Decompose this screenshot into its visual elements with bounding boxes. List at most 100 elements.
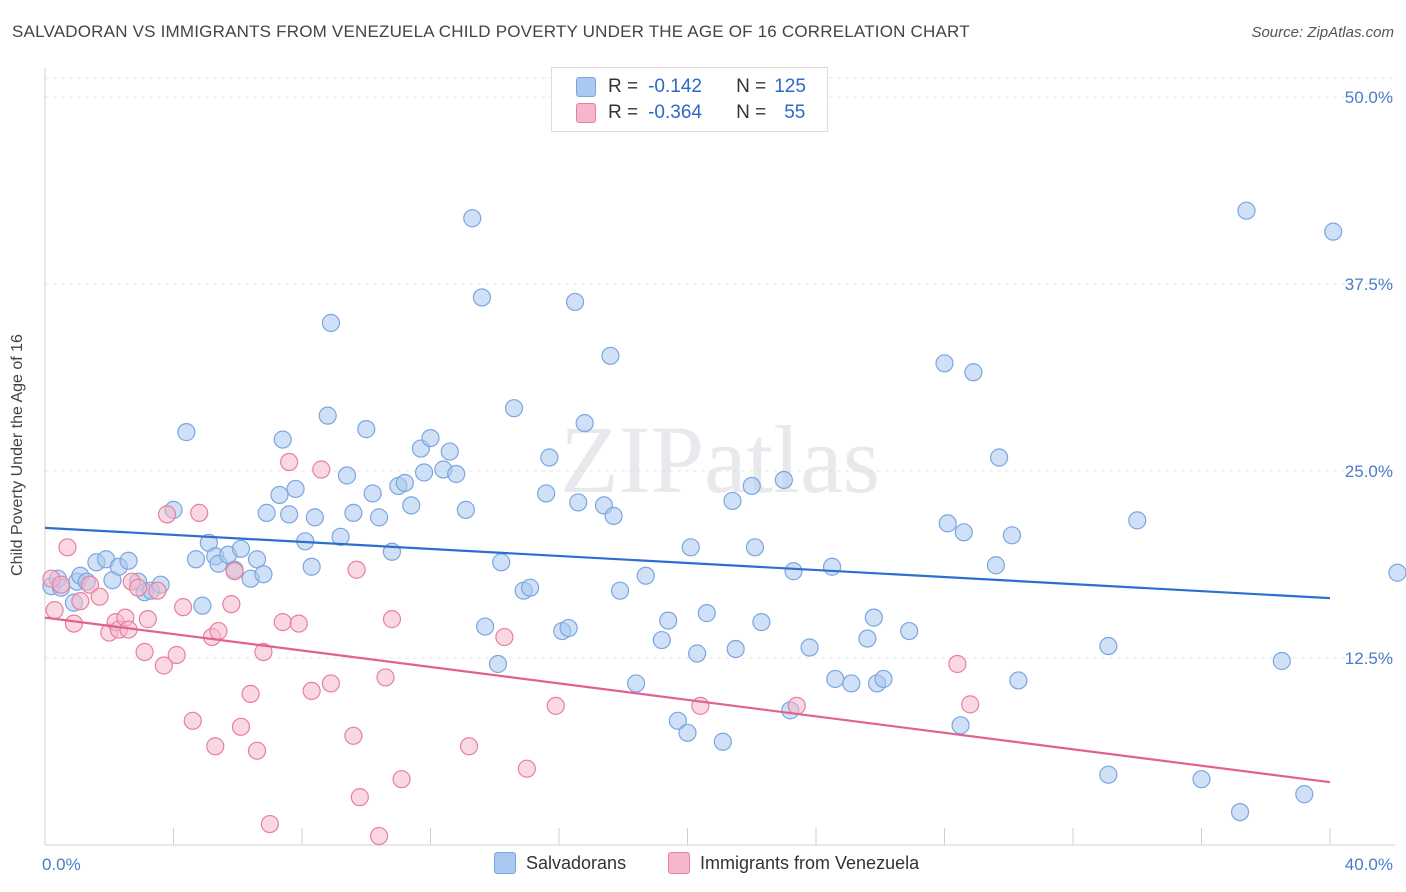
venezuela-point <box>71 592 90 611</box>
legend-label: Salvadorans <box>526 852 627 873</box>
salvadoran-point <box>1272 651 1291 671</box>
legend-swatch-blue <box>576 77 596 97</box>
chart-title: SALVADORAN VS IMMIGRANTS FROM VENEZUELA … <box>12 22 970 41</box>
venezuela-point <box>459 737 479 756</box>
salvadoran-point <box>456 500 475 519</box>
salvadoran-point <box>247 550 267 569</box>
salvadoran-point <box>476 617 495 636</box>
tick-labels: 12.5% 25.0% 37.5% 50.0% 0.0% 40.0% <box>42 88 1393 874</box>
venezuela-point <box>280 452 299 472</box>
venezuela-point <box>273 612 292 632</box>
salvadoran-point <box>1295 785 1314 804</box>
legend-row-venezuela: R = -0.364 N = 55 <box>576 101 805 125</box>
venezuela-point <box>392 770 411 789</box>
venezuela-point <box>254 642 273 662</box>
venezuela-point <box>174 598 193 617</box>
salvadoran-point <box>659 611 678 630</box>
axes <box>44 68 1395 846</box>
legend-r-value: -0.142 <box>648 76 702 97</box>
venezuela-point <box>961 695 980 714</box>
salvadoran-point <box>414 463 434 482</box>
trend-lines <box>44 526 1331 784</box>
salvadoran-point <box>492 553 511 572</box>
source-label: Source: ZipAtlas.com <box>1251 24 1394 41</box>
salvadoran-point <box>193 596 212 615</box>
salvadoran-point <box>447 464 466 484</box>
salvadoran-point <box>488 654 508 674</box>
venezuela-point <box>154 656 173 675</box>
venezuela-point <box>247 741 267 760</box>
legend-item-salvadorans: Salvadorans <box>494 852 626 874</box>
salvadoran-point <box>186 550 206 569</box>
salvadoran-point <box>177 423 196 442</box>
salvadoran-point <box>254 565 273 584</box>
salvadoran-point <box>1099 765 1118 784</box>
venezuela-point <box>370 826 389 846</box>
salvadoran-point <box>826 669 845 689</box>
venezuela-point <box>321 674 341 693</box>
salvadoran-point <box>668 711 687 730</box>
venezuela-point <box>312 460 331 479</box>
salvadoran-point <box>652 630 671 650</box>
salvadoran-point <box>935 354 954 373</box>
venezuela-point <box>206 737 225 756</box>
salvadoran-point <box>681 538 700 557</box>
salvadoran-point <box>1128 511 1147 530</box>
salvadoran-point <box>280 505 299 524</box>
salvadoran-point <box>800 638 819 657</box>
salvadoran-point <box>273 430 292 449</box>
venezuela-point <box>350 788 369 807</box>
salvadoran-point <box>537 484 556 503</box>
legend-row-salvadorans: R = -0.142 N = 125 <box>576 75 806 99</box>
venezuela-point <box>495 627 514 647</box>
salvadoran-point <box>540 448 559 467</box>
salvadoran-point <box>601 346 620 365</box>
venezuela-point <box>382 610 402 629</box>
legend-item-venezuela: Immigrants from Venezuela <box>668 852 919 874</box>
salvadoran-point <box>344 503 363 522</box>
venezuela-point <box>167 645 186 665</box>
legend-swatch-pink <box>576 103 596 123</box>
salvadoran-point <box>1002 526 1022 545</box>
salvadoran-point <box>337 466 357 485</box>
data-points <box>42 201 1406 846</box>
venezuela-point <box>546 696 565 715</box>
salvadoran-point <box>520 578 540 597</box>
salvadoran-point <box>321 313 341 332</box>
salvadoran-point <box>363 484 382 503</box>
salvadoran-point <box>678 723 697 742</box>
salvadoran-trend-line <box>44 526 1331 600</box>
y-tick-label: 37.5% <box>1345 275 1393 294</box>
salvadoran-point <box>463 209 482 228</box>
salvadoran-point <box>688 644 707 663</box>
venezuela-point <box>135 642 154 662</box>
salvadoran-point <box>990 448 1009 467</box>
salvadoran-point <box>1192 770 1211 789</box>
salvadoran-point <box>626 674 646 693</box>
venezuela-point <box>90 587 109 606</box>
venezuela-point <box>302 681 321 701</box>
legend-swatch-blue <box>494 852 516 874</box>
salvadoran-point <box>858 629 877 648</box>
x-tick-label: 40.0% <box>1345 855 1393 874</box>
salvadoran-point <box>752 612 771 632</box>
salvadoran-point <box>954 523 973 542</box>
salvadoran-point <box>900 621 919 641</box>
salvadoran-point <box>726 639 745 659</box>
venezuela-point <box>948 654 967 674</box>
y-tick-label: 25.0% <box>1345 462 1393 481</box>
salvadoran-point <box>402 496 421 515</box>
legend-r-label: R = <box>608 76 639 97</box>
legend-label: Immigrants from Venezuela <box>700 852 920 873</box>
salvadoran-point <box>964 363 983 382</box>
venezuela-point <box>129 578 148 597</box>
y-tick-label: 50.0% <box>1345 88 1393 107</box>
salvadoran-point <box>440 442 459 461</box>
salvadoran-point <box>864 608 883 627</box>
venezuela-point <box>190 503 209 522</box>
venezuela-point <box>148 581 167 600</box>
salvadoran-point <box>119 551 138 570</box>
venezuela-point <box>225 562 244 581</box>
salvadoran-point <box>742 476 761 496</box>
